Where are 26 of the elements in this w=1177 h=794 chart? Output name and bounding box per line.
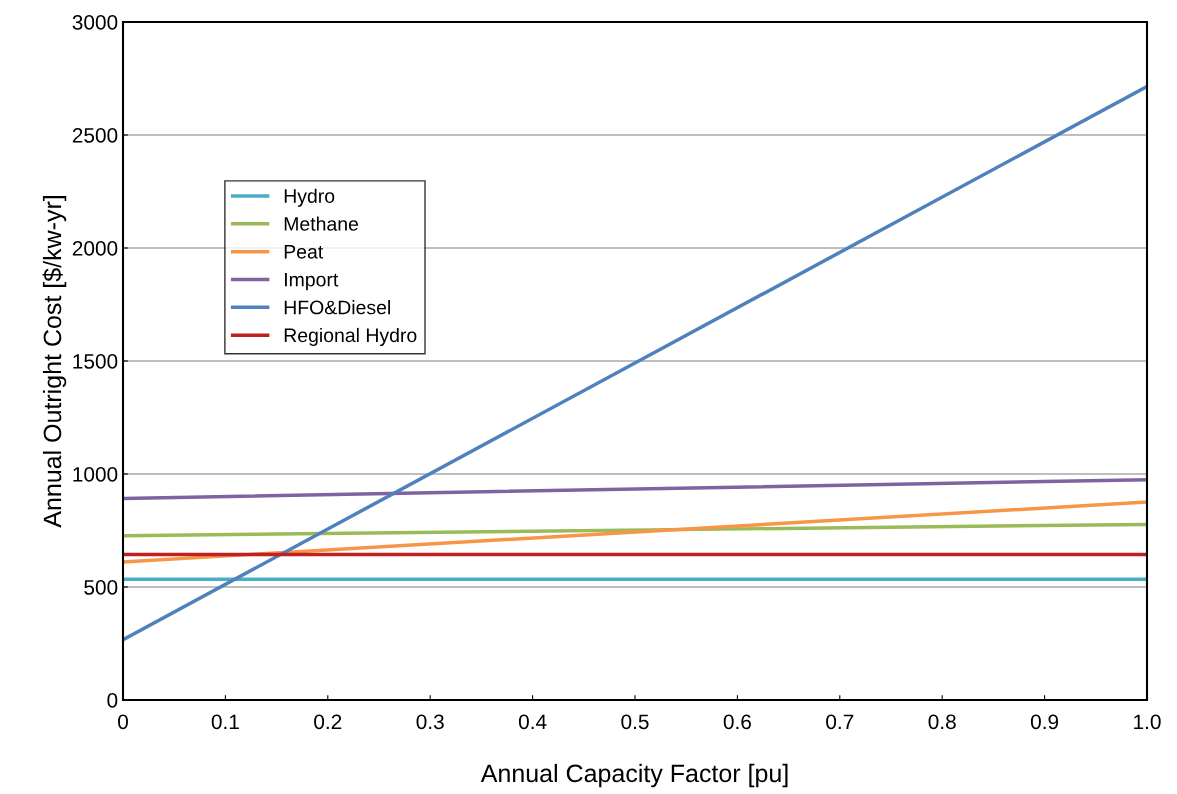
y-tick-label: 0 xyxy=(107,693,118,708)
legend-label: Regional Hydro xyxy=(284,327,417,347)
y-tick-label: 3000 xyxy=(72,15,118,30)
legend-label: Peat xyxy=(284,245,324,259)
y-tick-label: 1500 xyxy=(73,354,118,369)
x-tick-label: 0.4 xyxy=(518,714,547,730)
x-tick-label: 0.2 xyxy=(314,714,342,730)
x-tick-label: 0.8 xyxy=(928,714,956,730)
x-axis-title: Annual Capacity Factor [pu] xyxy=(480,763,788,788)
x-tick-label: 0.6 xyxy=(723,714,751,730)
y-tick-label: 1000 xyxy=(73,467,118,482)
x-tick-label: 1.0 xyxy=(1134,714,1161,730)
legend-label: Hydro xyxy=(284,188,335,207)
x-tick-label: 0.5 xyxy=(621,714,649,730)
x-tick-label: 0 xyxy=(118,714,128,730)
legend-label: Methane xyxy=(284,216,359,231)
y-tick-label: 500 xyxy=(84,580,118,595)
x-tick-label: 0.7 xyxy=(826,714,854,730)
y-tick-label: 2000 xyxy=(72,241,118,256)
legend-label: Import xyxy=(285,272,339,291)
y-tick-label: 2500 xyxy=(72,128,118,143)
x-tick-label: 0.1 xyxy=(211,714,239,730)
x-tick-label: 0.9 xyxy=(1030,714,1059,730)
legend-label: HFO&Diesel xyxy=(284,300,390,315)
x-tick-label: 0.3 xyxy=(416,714,444,730)
y-axis-title: Annual Outright Cost [$/kw-yr] xyxy=(42,196,67,528)
